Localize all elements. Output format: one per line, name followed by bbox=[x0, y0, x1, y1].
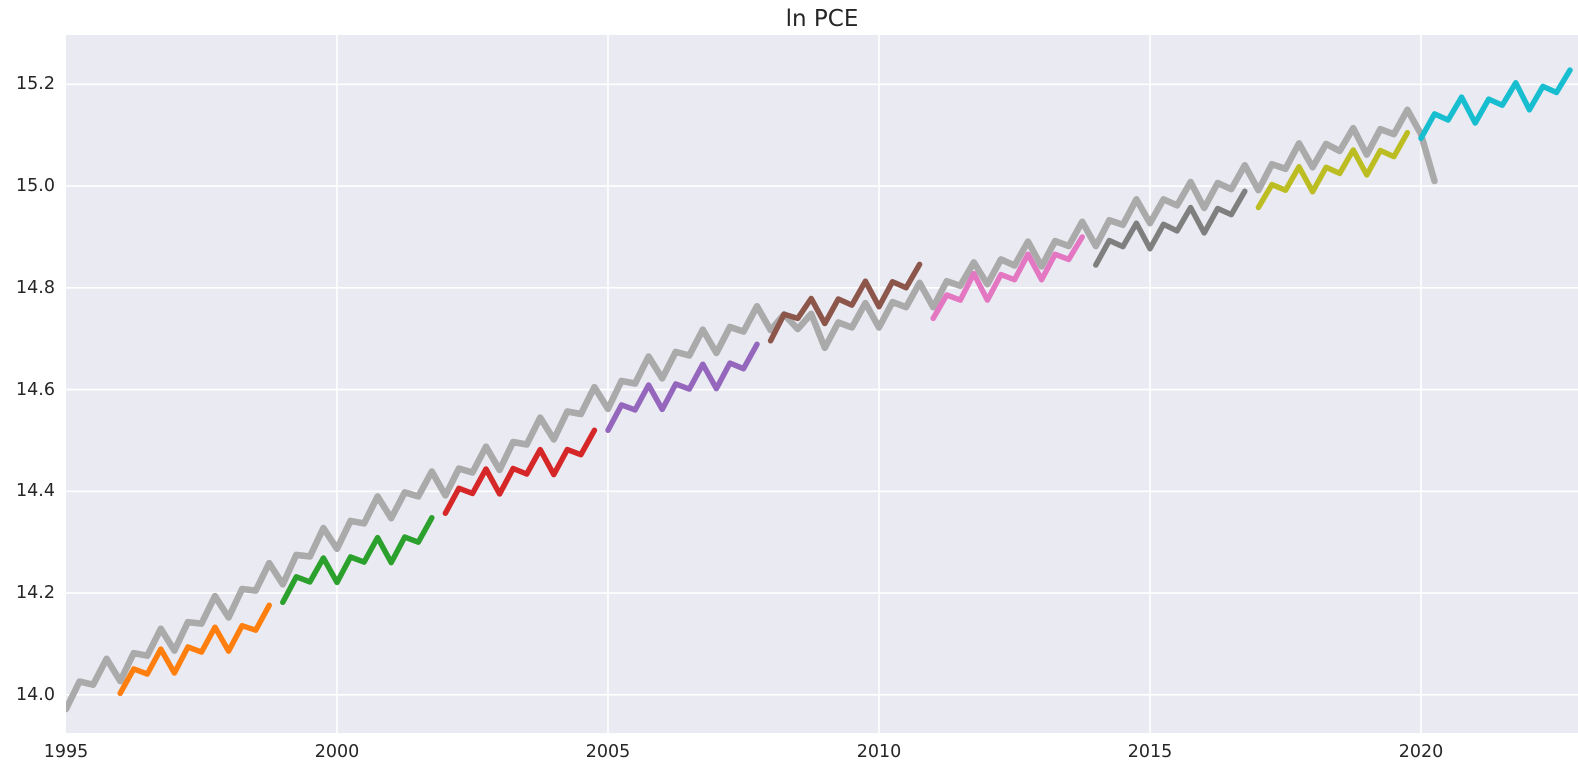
x-tick-label: 2005 bbox=[585, 742, 631, 762]
series-forecast-2017 bbox=[1255, 129, 1411, 211]
plot-area bbox=[66, 35, 1578, 733]
series-actual-ln-pce bbox=[66, 106, 1438, 713]
x-tick-label: 2020 bbox=[1398, 742, 1444, 762]
series-forecast-2014 bbox=[1093, 188, 1248, 268]
series-forecast-1999 bbox=[280, 515, 435, 606]
x-tick-label: 1995 bbox=[43, 742, 89, 762]
y-tick-label: 15.2 bbox=[16, 74, 55, 95]
x-tick-label: 2000 bbox=[314, 742, 360, 762]
y-tick-label: 15.0 bbox=[16, 176, 55, 197]
y-tick-label: 14.4 bbox=[16, 481, 55, 502]
series-forecast-2011 bbox=[930, 234, 1085, 322]
chart-title: ln PCE bbox=[785, 6, 859, 32]
series-forecast-2020 bbox=[1418, 67, 1573, 142]
series-forecast-2008 bbox=[767, 261, 923, 344]
x-tick-label: 2010 bbox=[856, 742, 902, 762]
series-forecast-2002 bbox=[442, 427, 598, 516]
x-tick-label: 2015 bbox=[1127, 742, 1173, 762]
plot-background bbox=[66, 35, 1578, 733]
y-tick-label: 14.0 bbox=[16, 684, 55, 705]
chart-svg bbox=[66, 35, 1578, 733]
series-forecast-1996 bbox=[117, 602, 272, 697]
series-forecast-2005 bbox=[605, 341, 760, 434]
y-tick-label: 14.6 bbox=[16, 379, 55, 400]
y-tick-label: 14.2 bbox=[16, 583, 55, 604]
y-tick-label: 14.8 bbox=[16, 277, 55, 298]
